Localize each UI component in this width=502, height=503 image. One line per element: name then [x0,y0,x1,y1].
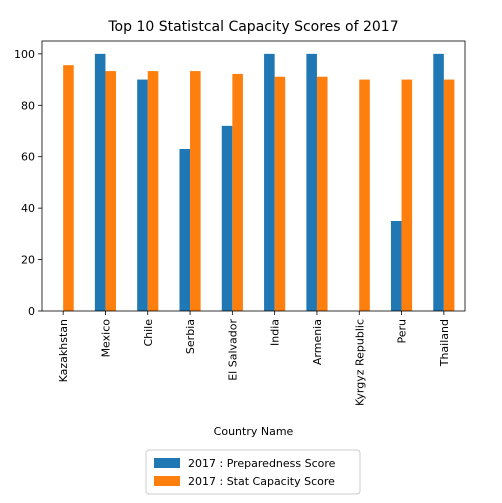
bar-preparedness-mexico [94,53,106,311]
y-tick-label: 100 [14,48,35,61]
x-tick-label: Chile [142,319,155,347]
x-tick-label: Armenia [311,319,324,365]
x-tick-label: India [269,319,282,346]
legend-label: 2017 : Stat Capacity Score [188,475,335,488]
x-tick-label: Serbia [184,319,197,354]
x-axis-label: Country Name [214,425,294,438]
y-tick-label: 60 [21,151,35,164]
y-axis: 0 20 40 60 80 100 [14,48,42,318]
x-tick-label: El Salvador [226,319,239,381]
y-tick-label: 80 [21,99,35,112]
bar-preparedness-india [264,53,275,311]
y-tick-label: 20 [21,254,35,267]
bar-preparedness-chile [137,79,148,311]
bar-preparedness-el-salvador [221,125,233,311]
plot-frame [41,40,466,312]
bars-layer [63,53,455,312]
bar-stat-capacity-kyrgyz-republic [359,79,370,311]
legend-swatch [154,476,180,486]
bar-preparedness-armenia [306,53,317,311]
x-tick-label: Mexico [99,319,112,358]
bar-stat-capacity-mexico [105,71,117,311]
legend: 2017 : Preparedness Score 2017 : Stat Cap… [145,449,361,495]
x-tick-label: Peru [396,319,409,344]
bar-stat-capacity-armenia [316,76,328,311]
bar-preparedness-thailand [433,53,444,311]
bar-stat-capacity-thailand [443,79,455,311]
bar-stat-capacity-peru [401,79,413,311]
bar-preparedness-peru [390,221,402,311]
x-axis: Kazakhstan Mexico Chile Serbia El Salvador In… [57,311,451,406]
legend-swatch [154,458,180,468]
bar-stat-capacity-serbia [190,71,201,311]
y-tick-label: 0 [28,305,35,318]
x-tick-label: Kazakhstan [57,319,70,382]
bar-stat-capacity-chile [147,71,159,311]
bar-stat-capacity-kazakhstan [63,65,74,312]
bar-stat-capacity-india [274,76,286,311]
bar-stat-capacity-el-salvador [232,73,243,312]
y-tick-label: 40 [21,202,35,215]
chart-title: Top 10 Statistcal Capacity Scores of 201… [107,19,398,35]
bar-preparedness-serbia [179,149,191,311]
x-tick-label: Kyrgyz Republic [353,319,366,406]
legend-label: 2017 : Preparedness Score [188,457,336,470]
x-tick-label: Thailand [438,319,451,367]
legend-box [145,449,361,495]
